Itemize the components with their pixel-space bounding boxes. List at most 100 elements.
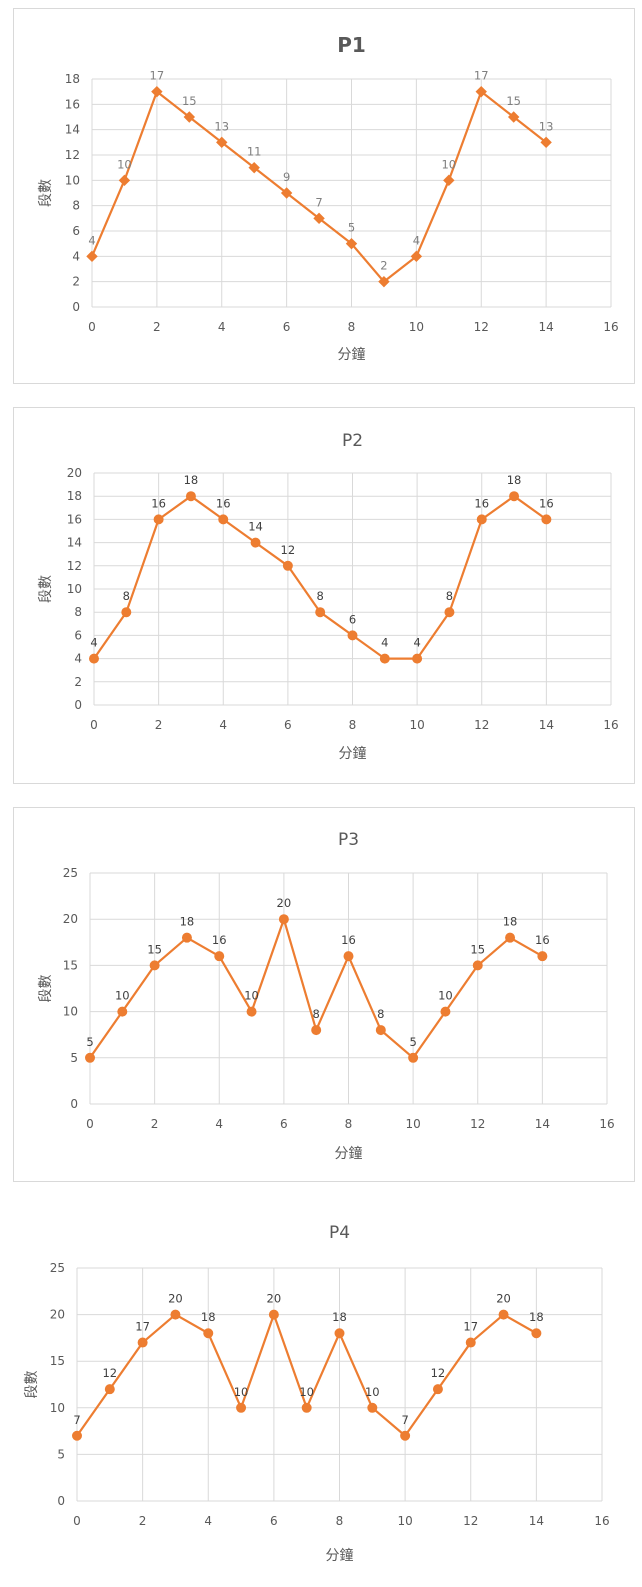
data-label: 15 [147,942,162,956]
data-point [185,491,196,502]
y-tick-label: 25 [50,1261,65,1275]
y-tick-label: 15 [50,1354,65,1368]
data-label: 12 [102,1366,117,1380]
x-tick-label: 6 [283,320,291,334]
data-label: 18 [180,915,195,929]
data-label: 5 [348,221,355,235]
x-tick-label: 0 [73,1514,81,1528]
data-label: 16 [539,496,554,510]
x-axis-label-p3: 分鐘 [335,1145,363,1162]
data-label: 20 [267,1292,282,1306]
data-point [440,1006,451,1017]
data-point [531,1328,542,1339]
data-point [311,1025,322,1036]
x-tick-label: 10 [405,1117,420,1131]
data-label: 8 [123,589,130,603]
data-label: 4 [413,233,420,247]
series-line-p3 [89,918,543,1059]
data-label: 16 [535,933,550,947]
data-label: 10 [234,1385,249,1399]
x-tick-label: 0 [90,718,98,732]
data-label: 10 [438,989,453,1003]
x-tick-label: 2 [153,320,161,334]
data-label: 15 [506,94,521,108]
data-point [367,1402,378,1413]
y-tick-label: 20 [67,466,82,480]
data-label: 7 [73,1413,80,1427]
data-label: 20 [496,1292,511,1306]
data-point [280,187,293,199]
x-axis-label-p4: 分鐘 [326,1547,354,1564]
y-tick-label: 20 [50,1308,65,1322]
x-tick-label: 16 [594,1514,609,1528]
data-label: 8 [317,589,324,603]
y-tick-label: 15 [63,958,78,972]
data-point [476,514,487,525]
x-tick-label: 10 [409,718,424,732]
y-tick-label: 12 [67,559,82,573]
data-point [537,951,548,962]
x-tick-label: 14 [539,718,554,732]
data-label: 16 [212,933,227,947]
chart-card-p4: 0 5 10 15 20 25 0 2 4 6 8 10 12 14 16 P4 分鐘 段數 7 12 17 20 18 10… [0,1205,630,1587]
x-tick-label: 6 [284,718,292,732]
y-tick-label: 4 [72,249,80,263]
x-tick-label: 0 [88,320,96,334]
x-axis-label-p2: 分鐘 [339,745,367,762]
data-label: 5 [86,1035,93,1049]
y-tick-label: 0 [70,1097,78,1111]
x-tick-label: 14 [535,1117,550,1131]
data-label: 8 [313,1007,320,1021]
data-point [250,537,261,548]
chart-svg-p3: 0 5 10 15 20 25 0 2 4 6 8 10 12 14 16 P3 分鐘 段數 5 10 15 18 16 10… [38,830,615,1162]
data-point [151,85,163,98]
y-tick-label: 10 [63,1005,78,1019]
data-point [507,111,520,123]
y-tick-label: 6 [74,628,82,642]
data-label: 17 [463,1320,478,1334]
y-axis-label-p1: 段數 [38,179,54,207]
y-tick-label: 16 [67,512,82,526]
x-tick-label: 12 [463,1514,478,1528]
y-tick-label: 5 [57,1447,65,1461]
x-tick-label: 16 [603,320,618,334]
data-point [315,607,326,618]
data-label: 4 [381,636,388,650]
data-point [218,514,229,525]
y-tick-label: 0 [72,300,80,314]
data-point [379,653,390,664]
data-label: 10 [299,1385,314,1399]
data-point [203,1328,214,1339]
data-point [444,607,455,618]
data-point [313,212,325,225]
y-tick-label: 0 [57,1494,65,1508]
data-label: 10 [244,989,259,1003]
data-label: 4 [88,233,95,247]
data-label: 18 [507,473,522,487]
data-label: 18 [503,915,518,929]
data-point [282,560,293,571]
data-point [236,1402,247,1413]
x-axis-label-p1: 分鐘 [338,346,366,363]
y-tick-label: 25 [63,866,78,880]
x-tick-label: 2 [139,1514,147,1528]
y-tick-label: 6 [72,224,80,238]
y-axis-label-p4: 段數 [24,1371,40,1399]
y-axis-label-p3: 段數 [38,975,54,1003]
data-label: 6 [349,612,356,626]
series-line-p1 [90,90,547,283]
data-label: 14 [248,520,263,534]
data-label: 17 [135,1320,150,1334]
y-axis-label-p2: 段數 [38,575,54,603]
data-label: 20 [168,1292,183,1306]
data-point [104,1384,115,1395]
gridlines-p3 [89,872,608,1105]
x-tick-label: 16 [603,718,618,732]
data-label: 18 [529,1310,544,1324]
data-point [375,1025,386,1036]
data-point [268,1309,279,1320]
data-label: 10 [441,157,456,171]
data-point [410,250,423,263]
y-tick-label: 10 [65,173,80,187]
